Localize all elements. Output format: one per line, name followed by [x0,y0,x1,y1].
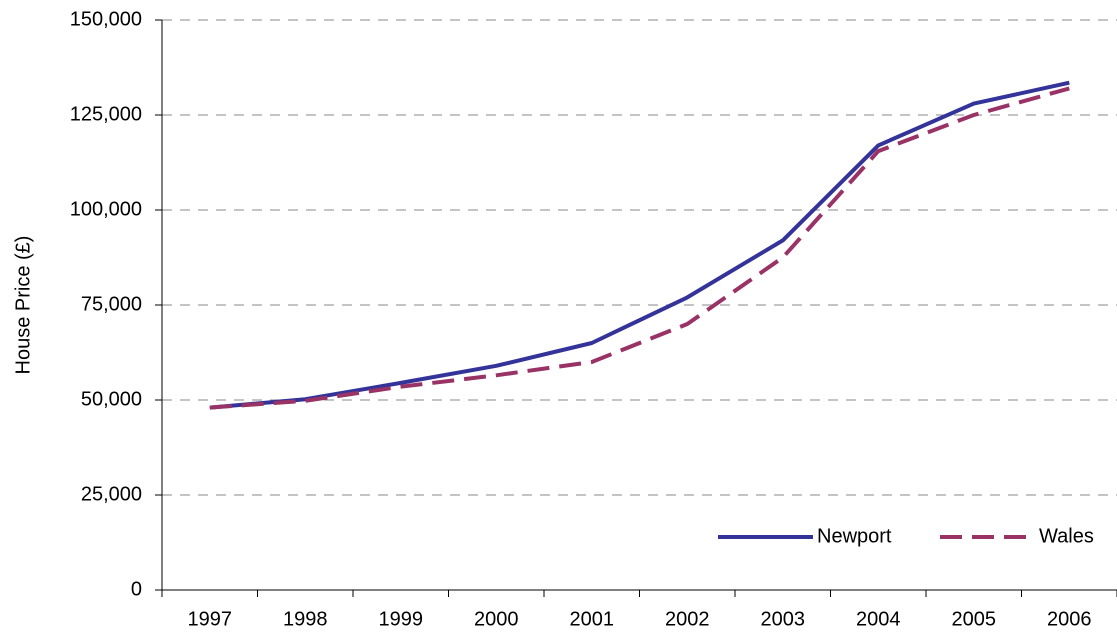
x-tick-label: 2003 [761,608,806,630]
x-tick-label: 2002 [665,608,710,630]
x-tick-label: 1998 [283,608,328,630]
y-tick-label: 75,000 [81,293,142,315]
series-line [209,86,1070,410]
x-tick-label: 2001 [570,608,615,630]
x-tick-label: 2000 [474,608,519,630]
x-tick-label: 2004 [856,608,901,630]
y-tick-label: 125,000 [70,103,142,125]
series-line [209,80,1070,410]
y-axis-label: House Price (£) [12,236,34,375]
y-tick-label: 0 [131,578,142,600]
x-tick-label: 2006 [1047,608,1092,630]
y-tick-label: 150,000 [70,8,142,30]
y-tick-label: 25,000 [81,483,142,505]
x-tick-label: 1999 [379,608,424,630]
x-tick-label: 1997 [188,608,233,630]
x-tick-label: 2005 [952,608,997,630]
legend-label: Newport [817,525,892,547]
y-tick-label: 100,000 [70,198,142,220]
legend-label: Wales [1039,525,1094,547]
y-tick-label: 50,000 [81,388,142,410]
